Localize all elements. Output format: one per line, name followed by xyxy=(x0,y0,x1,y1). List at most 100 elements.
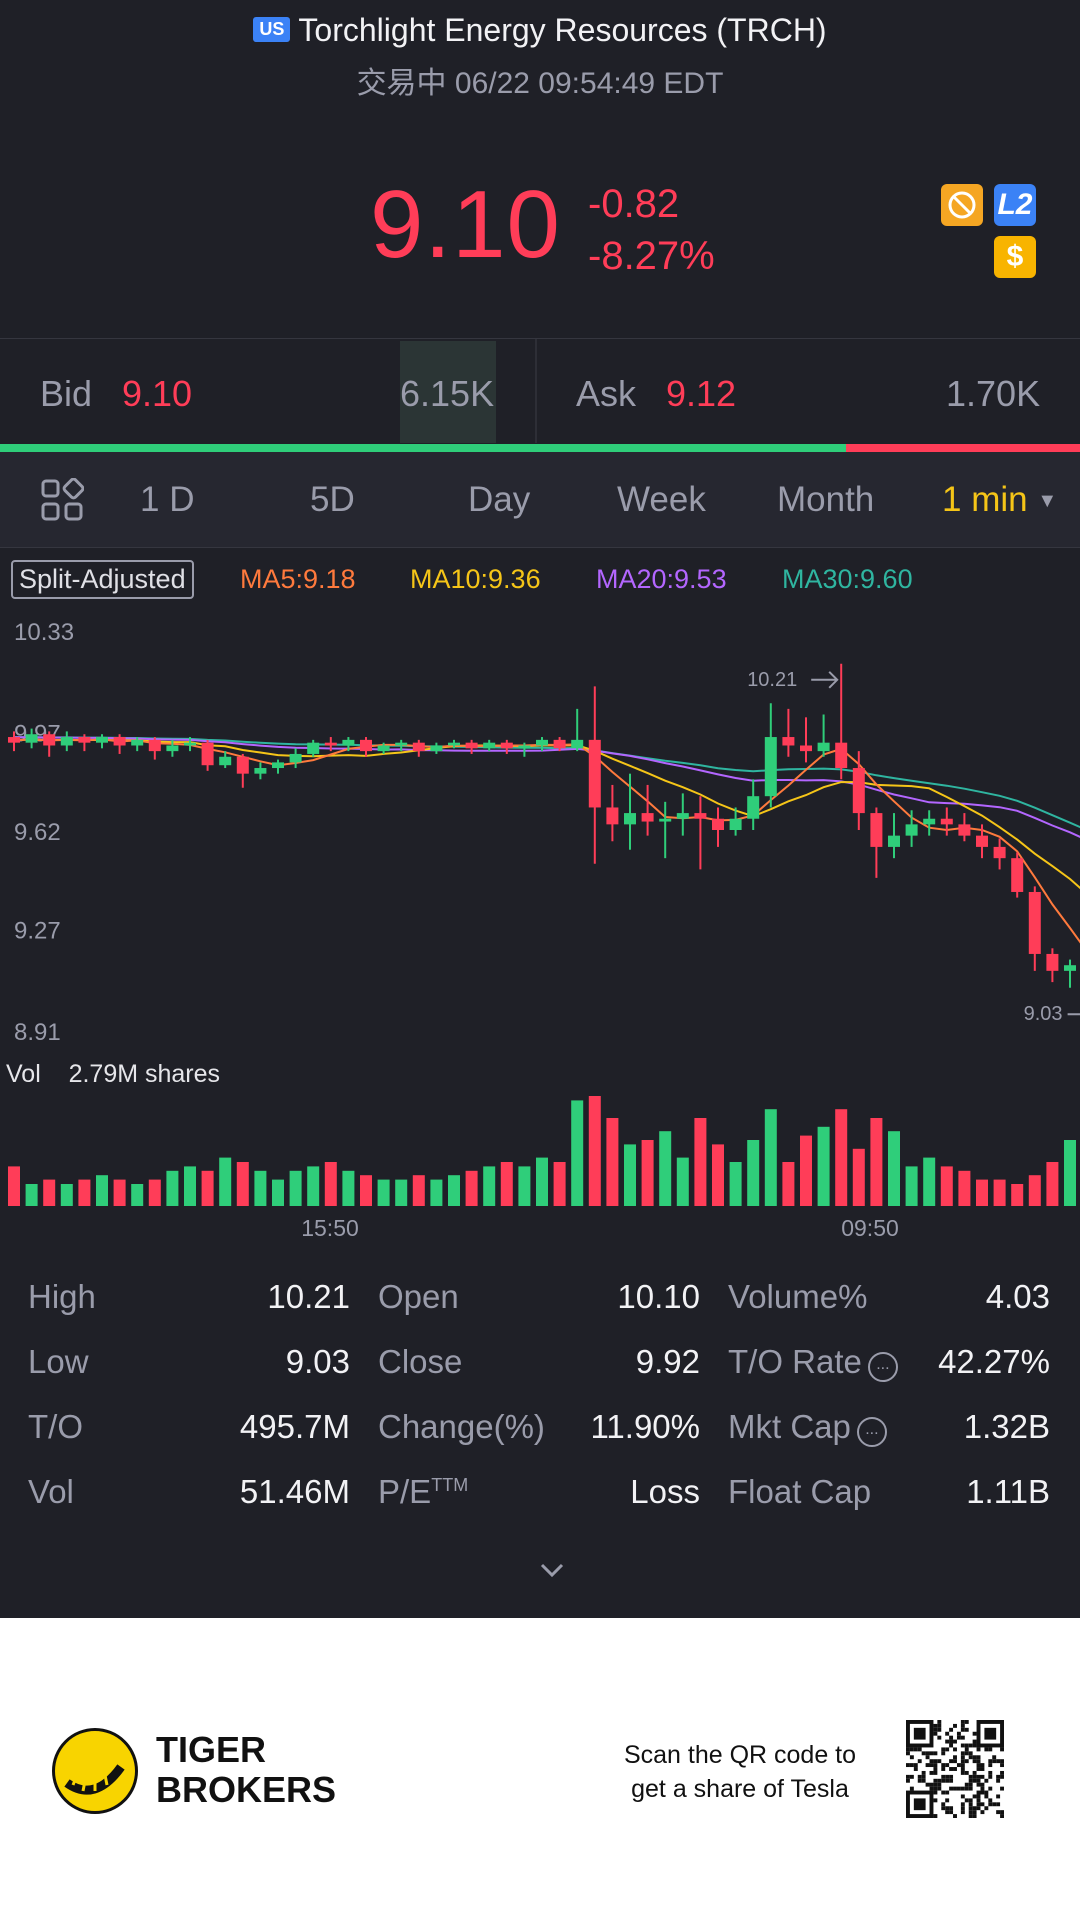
volume-bar xyxy=(712,1144,724,1206)
stat-label: Low xyxy=(28,1343,89,1381)
stat-value: 10.21 xyxy=(267,1278,350,1315)
qr-code-icon[interactable] xyxy=(906,1720,1004,1818)
candle-body xyxy=(395,742,408,746)
stat-label[interactable]: T/O Rate... xyxy=(728,1343,898,1382)
volume-bar xyxy=(483,1166,496,1206)
tab-1d[interactable]: 1 D xyxy=(140,480,195,519)
indicator-row: Split-Adjusted MA5:9.18 MA10:9.36 MA20:9… xyxy=(0,556,1080,602)
candle-body xyxy=(254,768,267,774)
volume-bar xyxy=(25,1184,38,1206)
stat-label: Change(%) xyxy=(378,1408,545,1446)
candle-body xyxy=(905,824,918,836)
layout-grid-icon[interactable] xyxy=(40,478,84,522)
candle-body xyxy=(8,737,20,743)
volume-bar xyxy=(430,1179,443,1206)
volume-bar xyxy=(905,1166,918,1206)
candle-body xyxy=(272,762,284,769)
candle-body xyxy=(624,813,636,825)
info-icon[interactable]: ... xyxy=(867,1352,898,1382)
volume-bar xyxy=(571,1100,584,1206)
volume-bar xyxy=(624,1144,636,1206)
volume-bar xyxy=(852,1148,865,1206)
volume-bar xyxy=(201,1170,214,1206)
candle-body xyxy=(1011,858,1024,892)
ask-label: Ask xyxy=(576,373,637,414)
volume-bar xyxy=(729,1162,742,1206)
trading-status: 交易中 06/22 09:54:49 EDT xyxy=(356,67,724,100)
stat-value: 51.46M xyxy=(239,1473,350,1510)
volume-bar xyxy=(78,1179,91,1206)
ask-size: 1.70K xyxy=(946,373,1041,414)
stat-value: 42.27% xyxy=(938,1343,1050,1380)
ma5-value: MA5:9.18 xyxy=(240,564,356,594)
volume-bar xyxy=(676,1157,689,1206)
candle-body xyxy=(448,742,460,746)
candle-body xyxy=(78,737,91,743)
volume-bar xyxy=(8,1166,20,1206)
expand-chevron-icon[interactable] xyxy=(536,1558,568,1582)
split-adjusted-toggle[interactable]: Split-Adjusted xyxy=(11,560,194,599)
candle-body xyxy=(219,756,232,766)
volume-bar xyxy=(588,1096,601,1206)
candle-body xyxy=(60,737,73,746)
tab-month[interactable]: Month xyxy=(777,480,875,519)
tab-day[interactable]: Day xyxy=(468,480,531,519)
stat-label[interactable]: Mkt Cap... xyxy=(728,1408,887,1447)
market-badge: US xyxy=(253,17,291,42)
candle-body xyxy=(676,813,689,819)
candle-body xyxy=(641,813,654,822)
volume-bar xyxy=(289,1170,302,1206)
volume-bar xyxy=(1064,1140,1076,1206)
scan-line1: Scan the QR code to xyxy=(623,1741,857,1769)
volume-bar xyxy=(96,1175,108,1206)
candle-body xyxy=(976,835,988,847)
volume-bar xyxy=(184,1166,196,1206)
scan-line2: get a share of Tesla xyxy=(631,1775,849,1803)
ma30-value: MA30:9.60 xyxy=(782,564,913,594)
volume-bar xyxy=(465,1170,478,1206)
tab-5d[interactable]: 5D xyxy=(310,480,355,519)
candle-body xyxy=(606,807,619,825)
low-marker-label: 9.03 xyxy=(1024,1003,1063,1025)
x-tick-label: 09:50 xyxy=(841,1215,899,1240)
volume-bar xyxy=(800,1135,812,1206)
candle-body xyxy=(500,742,513,749)
tab-1min[interactable]: 1 min ▼ xyxy=(942,480,1057,520)
candle-body xyxy=(940,818,953,825)
stat-label-text: Change(%) xyxy=(378,1408,545,1445)
candle-body xyxy=(712,818,724,830)
stat-label-text: Mkt Cap xyxy=(728,1408,851,1445)
stat-label: Float Cap xyxy=(728,1473,871,1511)
candle-body xyxy=(201,742,214,766)
candle-body xyxy=(588,739,601,808)
volume-bar xyxy=(923,1157,936,1206)
brand-name: TIGER BROKERS xyxy=(156,1730,336,1810)
y-tick-label: 8.91 xyxy=(14,1019,61,1046)
info-icon[interactable]: ... xyxy=(856,1417,887,1447)
y-tick-label: 10.33 xyxy=(14,619,74,646)
volume-bar xyxy=(324,1162,337,1206)
bid-strength-bar xyxy=(0,444,846,452)
candle-body xyxy=(236,756,249,774)
stock-title[interactable]: US Torchlight Energy Resources (TRCH) xyxy=(0,12,1080,49)
candle-body xyxy=(923,818,936,825)
volume-bar xyxy=(272,1179,284,1206)
candle-body xyxy=(800,745,812,752)
ma20-line xyxy=(13,736,1080,838)
stat-value: 9.92 xyxy=(635,1343,700,1380)
candle-body xyxy=(25,734,38,743)
level2-icon[interactable]: L2 xyxy=(994,184,1036,226)
high-marker-label: 10.21 xyxy=(747,669,797,691)
no-sign-icon[interactable] xyxy=(941,184,983,226)
candle-body xyxy=(993,846,1006,859)
stat-label-text: T/O Rate xyxy=(728,1343,862,1380)
dollar-icon[interactable]: $ xyxy=(994,236,1036,278)
volume-bar xyxy=(659,1131,672,1206)
volume-bar xyxy=(764,1109,777,1206)
stat-label: P/ETTM xyxy=(378,1473,468,1511)
volume-bar xyxy=(1011,1184,1024,1206)
ma20-value: MA20:9.53 xyxy=(596,564,727,594)
volume-bar xyxy=(993,1179,1006,1206)
tab-week[interactable]: Week xyxy=(617,480,706,519)
